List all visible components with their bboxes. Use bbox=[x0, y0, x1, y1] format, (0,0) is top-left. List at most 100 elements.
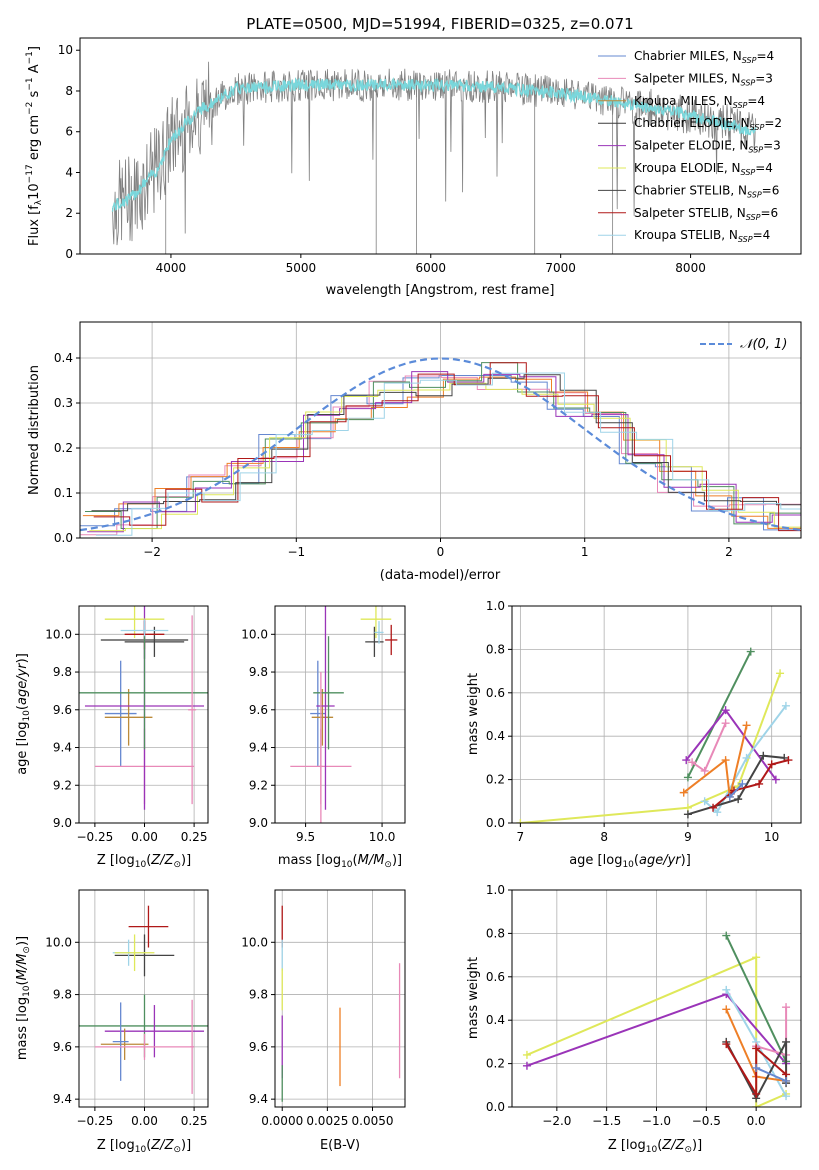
weight-age-point-marker bbox=[734, 795, 743, 804]
weight-z-point-marker bbox=[752, 1089, 761, 1098]
spectrum-legend-count: =4 bbox=[747, 94, 765, 108]
age-vs-metallicity-ylabel: age [log10(age/yr)] bbox=[15, 653, 32, 775]
age-mass-ytick-label: 9.6 bbox=[249, 703, 268, 717]
spectrum-legend-text: Kroupa STELIB, N bbox=[634, 228, 738, 242]
weight-age-point-marker bbox=[516, 819, 525, 823]
spectrum-ytick-label: 4 bbox=[65, 165, 73, 179]
age-mass-ytick-label: 9.8 bbox=[249, 665, 268, 679]
mass-z-ytick-label: 9.4 bbox=[53, 1092, 72, 1106]
age-vs-metallicity-panel: −0.25 0.00 0.25 9.0 9.2 9.4 9.6 9.8 10.0 Z [log1… bbox=[15, 605, 209, 870]
spectrum-legend-subscript: SSP bbox=[741, 168, 756, 177]
residual-histogram bbox=[87, 371, 801, 533]
spectrum-ytick-label: 6 bbox=[65, 125, 73, 139]
weight-age-ytick-label: 0.8 bbox=[486, 642, 505, 656]
mass-vs-metallicity-frame bbox=[78, 889, 209, 1108]
spectrum-xtick-label: 7000 bbox=[545, 261, 576, 275]
weight-z-point-marker bbox=[522, 1061, 531, 1070]
weight-vs-age-xlabel: age [log10(age/yr)] bbox=[569, 853, 691, 870]
weight-z-point-marker bbox=[752, 1063, 761, 1072]
weight-age-point-marker bbox=[759, 751, 768, 760]
residual-ytick-label: 0.0 bbox=[54, 531, 73, 545]
weight-age-point-marker bbox=[746, 647, 755, 656]
weight-age-series-line bbox=[687, 651, 752, 778]
weight-age-xtick-label: 7 bbox=[517, 830, 525, 844]
weight-z-xtick-label: −1.5 bbox=[592, 1114, 621, 1128]
weight-age-point-marker bbox=[725, 792, 734, 801]
weight-z-point-marker bbox=[722, 1005, 731, 1014]
spectrum-legend-count: =4 bbox=[756, 49, 774, 63]
weight-age-point-marker bbox=[784, 756, 793, 765]
weight-z-point-marker bbox=[782, 1076, 791, 1085]
weight-age-point-marker bbox=[688, 758, 697, 767]
residual-xtick-label: 0 bbox=[437, 545, 445, 559]
spectrum-legend-count: =3 bbox=[755, 71, 773, 85]
mass-ebv-ytick-label: 9.4 bbox=[249, 1092, 268, 1106]
age-z-ytick-label: 9.8 bbox=[53, 665, 72, 679]
mass-z-ytick-label: 9.8 bbox=[53, 988, 72, 1002]
spectrum-legend-subscript: SSP bbox=[750, 123, 765, 132]
spectrum-legend-text: Chabrier STELIB, N bbox=[634, 183, 747, 197]
weight-age-point-marker bbox=[742, 753, 751, 762]
weight-vs-age-panel: 7 8 9 10 0.0 0.2 0.4 0.6 0.8 1.0 age [log10(age/y… bbox=[466, 599, 802, 870]
spectrum-legend-label: Kroupa ELODIE, NSSP=4 bbox=[634, 161, 773, 177]
residual-ytick-label: 0.1 bbox=[54, 486, 73, 500]
spectrum-legend-subscript: SSP bbox=[733, 101, 748, 110]
weight-age-ytick-label: 0.4 bbox=[486, 729, 505, 743]
age-z-xtick-label: 0.00 bbox=[131, 830, 158, 844]
spectrum-ytick-label: 10 bbox=[58, 43, 73, 57]
weight-age-ytick-label: 0.2 bbox=[486, 773, 505, 787]
weight-z-series-line bbox=[725, 935, 788, 1062]
age-mass-xtick-label: 10.0 bbox=[369, 830, 396, 844]
weight-age-point-marker bbox=[679, 788, 688, 797]
weight-z-point-marker bbox=[722, 931, 731, 940]
age-mass-ytick-label: 9.2 bbox=[249, 778, 268, 792]
mass-ebv-ytick-label: 9.6 bbox=[249, 1040, 268, 1054]
spectrum-legend-count: =4 bbox=[755, 161, 773, 175]
mass-vs-ebv-xlabel: E(B-V) bbox=[320, 1138, 360, 1153]
residual-histogram bbox=[95, 372, 801, 536]
weight-z-point-marker bbox=[752, 1044, 761, 1053]
weight-age-point-marker bbox=[683, 773, 692, 782]
spectrum-legend-label: Salpeter MILES, NSSP=3 bbox=[634, 71, 773, 87]
weight-z-point-marker bbox=[522, 1050, 531, 1059]
mass-ebv-xtick-label: 0.0025 bbox=[306, 1114, 348, 1128]
residual-histogram bbox=[91, 374, 801, 512]
mass-ebv-xtick-label: 0.0050 bbox=[352, 1114, 394, 1128]
weight-z-xtick-label: −2.0 bbox=[542, 1114, 571, 1128]
mass-vs-metallicity-xlabel: Z [log10(Z/Z⊙)] bbox=[97, 1138, 191, 1155]
weight-age-ytick-label: 1.0 bbox=[486, 599, 505, 613]
weight-vs-metallicity-ylabel: mass weight bbox=[466, 957, 481, 1039]
residual-xtick-label: 1 bbox=[581, 545, 589, 559]
spectrum-legend-text: Kroupa MILES, N bbox=[634, 94, 733, 108]
residual-ylabel: Normed distribution bbox=[27, 365, 42, 495]
spectrum-legend-count: =4 bbox=[753, 228, 771, 242]
weight-z-series-line bbox=[526, 955, 787, 1107]
weight-age-point-marker bbox=[721, 756, 730, 765]
spectrum-legend-label: Kroupa STELIB, NSSP=4 bbox=[634, 228, 770, 244]
weight-z-xtick-label: −1.0 bbox=[642, 1114, 671, 1128]
weight-age-xtick-label: 10 bbox=[764, 830, 779, 844]
weight-z-series-line bbox=[755, 1066, 787, 1082]
mass-vs-ebv-frame bbox=[274, 889, 406, 1108]
weight-age-point-marker bbox=[771, 775, 780, 784]
weight-age-point-marker bbox=[755, 779, 764, 788]
age-z-ytick-label: 9.6 bbox=[53, 703, 72, 717]
spectrum-xlabel: wavelength [Angstrom, rest frame] bbox=[326, 283, 555, 298]
spectrum-xtick-label: 8000 bbox=[675, 261, 706, 275]
weight-age-ytick-label: 0.0 bbox=[486, 816, 505, 830]
spectrum-legend-label: Chabrier ELODIE, NSSP=2 bbox=[634, 116, 782, 132]
spectrum-legend-subscript: SSP bbox=[738, 235, 753, 244]
spectrum-legend-text: Salpeter STELIB, N bbox=[634, 206, 746, 220]
mass-z-xtick-label: 0.25 bbox=[181, 1114, 208, 1128]
residual-panel: −2 −1 0 1 2 0.0 0.1 0.2 0.3 0.4 (data-model)/erro… bbox=[27, 321, 802, 583]
age-vs-metallicity-frame bbox=[78, 605, 209, 824]
residual-ytick-label: 0.3 bbox=[54, 396, 73, 410]
weight-age-point-marker bbox=[713, 808, 722, 817]
mass-z-xtick-label: 0.00 bbox=[131, 1114, 158, 1128]
spectrum-legend-count: =6 bbox=[760, 206, 778, 220]
mass-vs-metallicity-panel: −0.25 0.00 0.25 9.4 9.6 9.8 10.0 Z [log10(Z/Z⊙… bbox=[15, 889, 209, 1155]
spectrum-ytick-label: 8 bbox=[65, 84, 73, 98]
spectrum-legend-subscript: SSP bbox=[746, 213, 761, 222]
weight-vs-metallicity-panel: −2.0 −1.5 −1.0 −0.5 0.0 0.0 0.2 0.4 0.6 0.8 1.0 Z … bbox=[466, 883, 802, 1155]
